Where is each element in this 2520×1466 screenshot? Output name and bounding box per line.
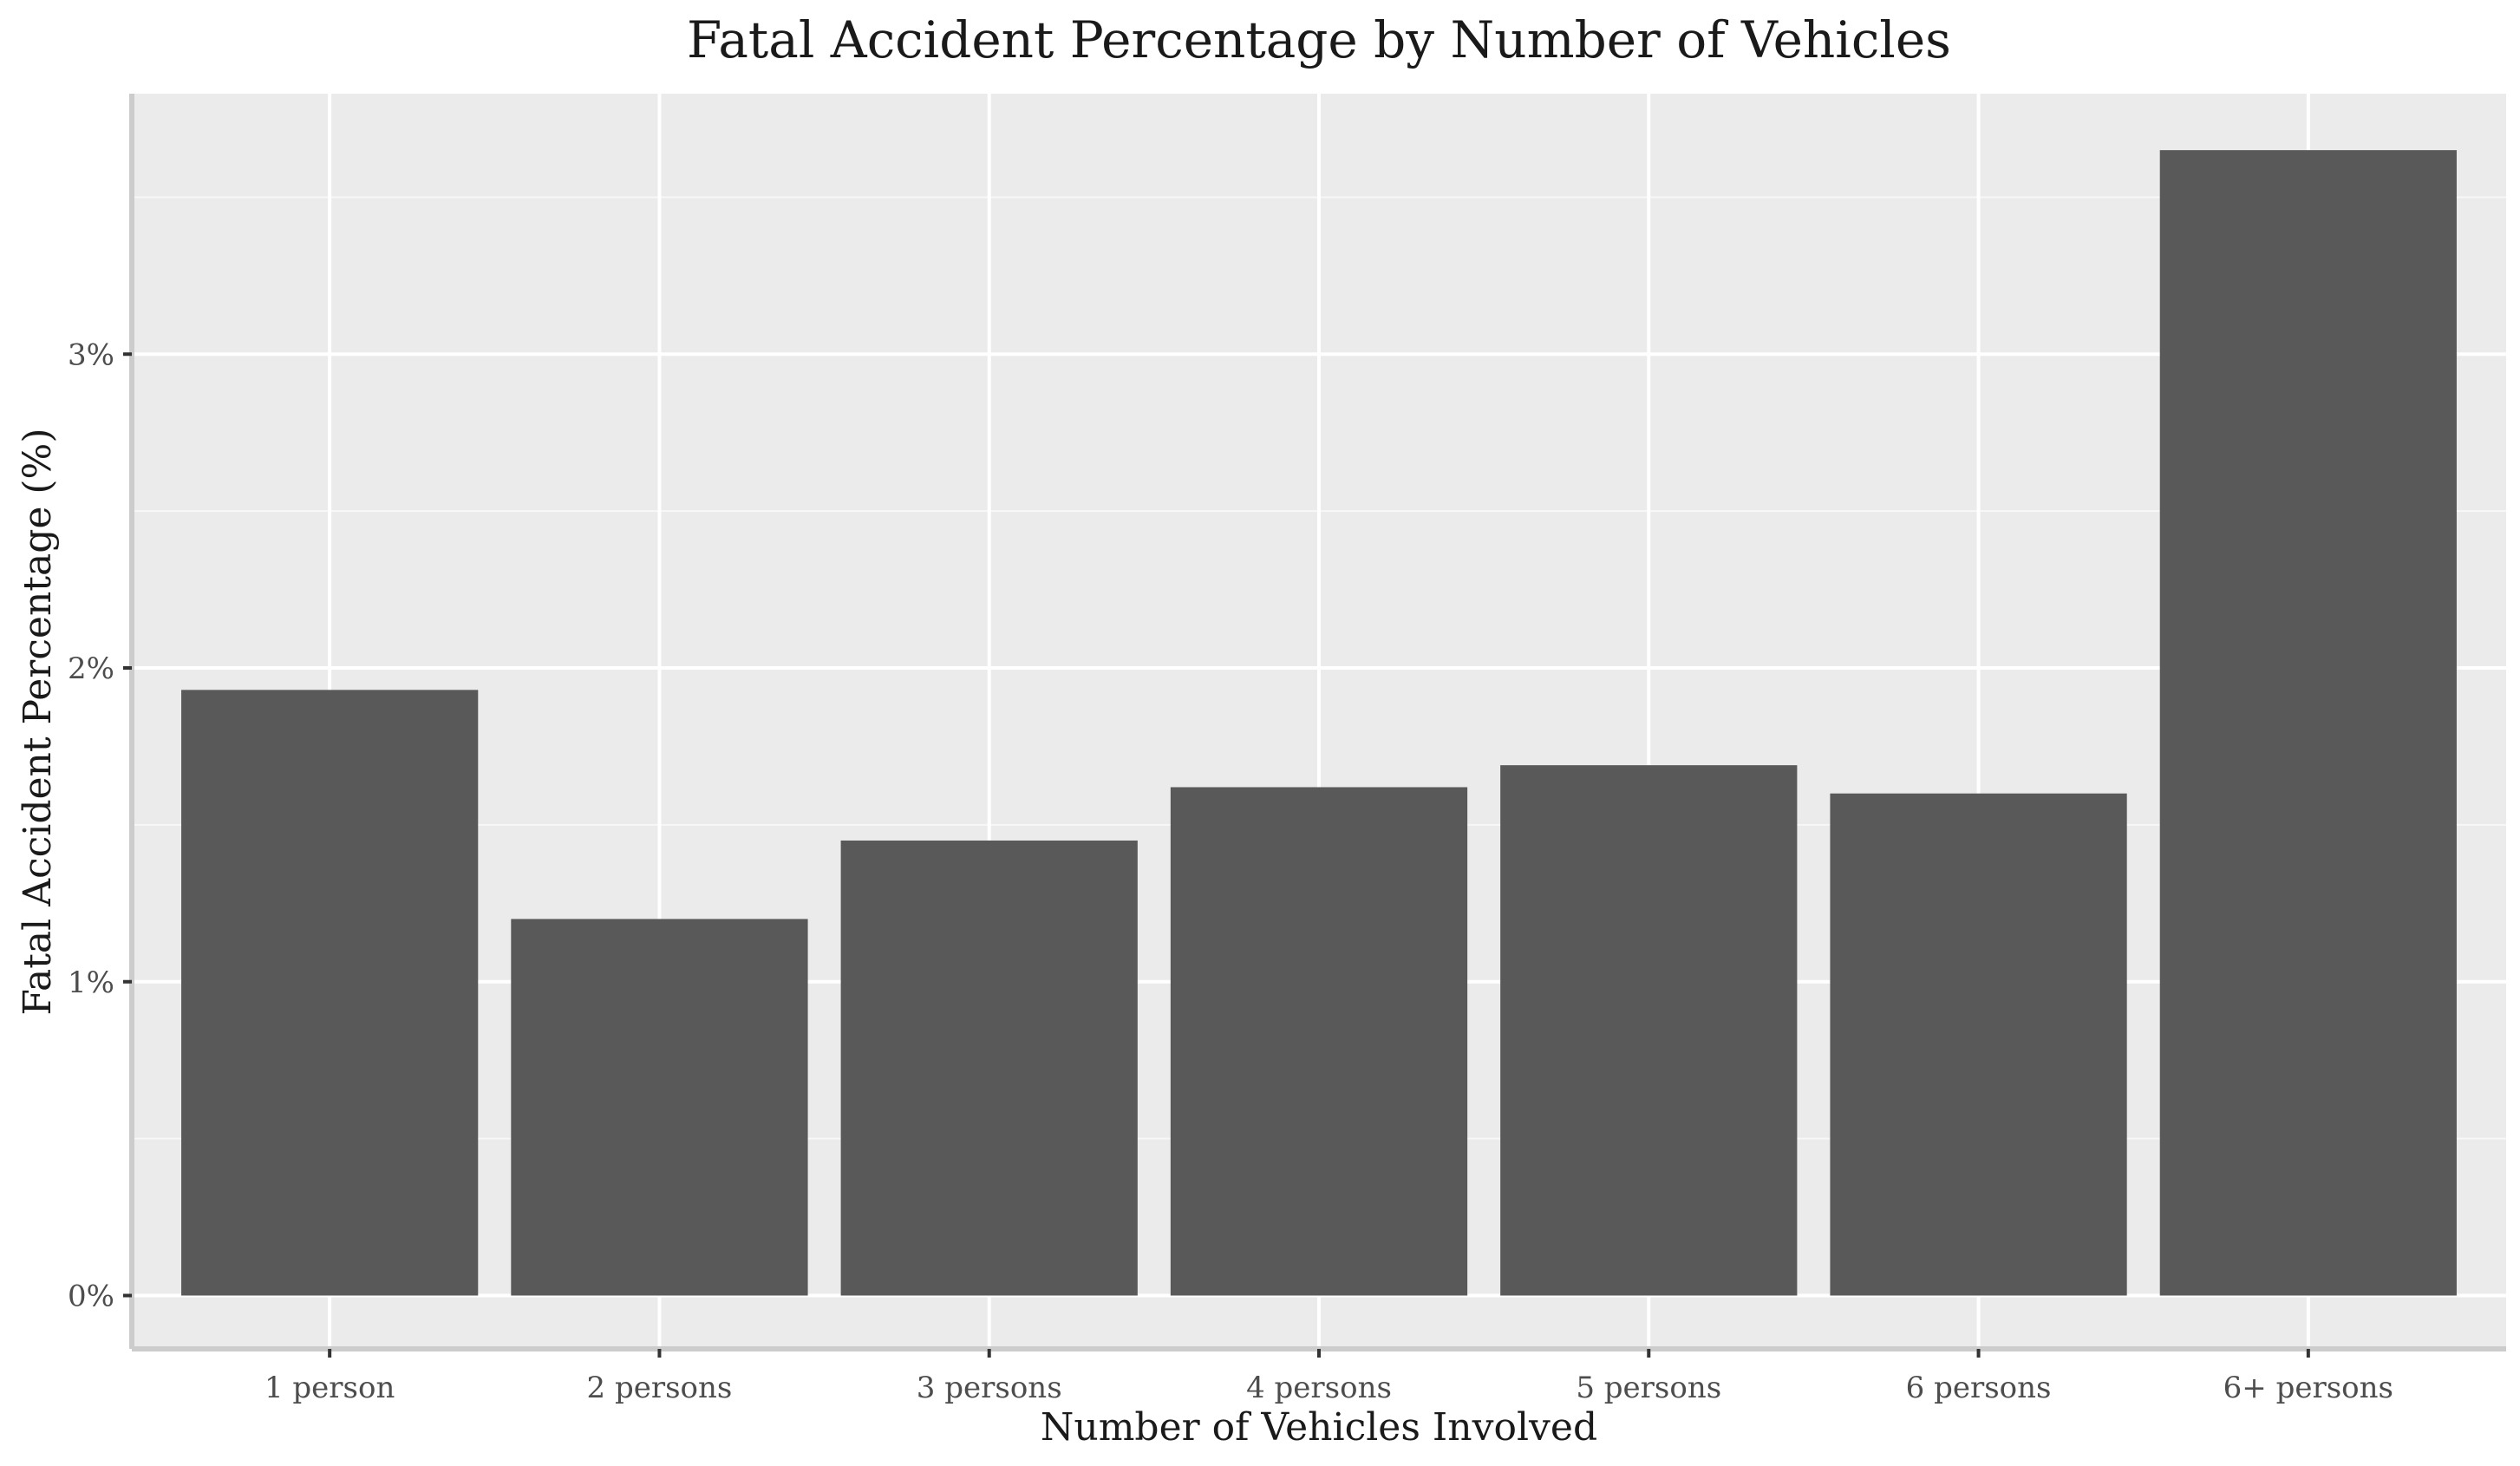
tick-labels: 0% 1% 2% 3% 1 person 2 persons 3 persons 4 pers… [68, 337, 2393, 1405]
x-tick-label: 3 persons [917, 1371, 1062, 1405]
bar-3-persons [840, 840, 1138, 1296]
y-tick-label: 2% [68, 651, 114, 686]
bar-6-persons [1830, 793, 2127, 1296]
x-tick-label: 1 person [264, 1371, 395, 1405]
x-axis-title: Number of Vehicles Involved [1041, 1405, 1597, 1450]
x-tick-label: 6 persons [1906, 1371, 2052, 1405]
bar-1-person [181, 690, 479, 1296]
y-tick-label: 0% [68, 1279, 114, 1314]
axes [123, 94, 2506, 1358]
y-tick-label: 1% [68, 965, 114, 1000]
bar-4-persons [1170, 787, 1468, 1296]
y-tick-label: 3% [68, 337, 114, 372]
x-tick-label: 4 persons [1246, 1371, 1392, 1405]
chart-title: Fatal Accident Percentage by Number of V… [687, 10, 1951, 69]
bar-5-persons [1500, 765, 1798, 1296]
bar-2-persons [511, 919, 808, 1296]
x-tick-label: 2 persons [587, 1371, 733, 1405]
x-tick-label: 6+ persons [2223, 1371, 2393, 1405]
bars [181, 150, 2457, 1296]
x-tick-label: 5 persons [1576, 1371, 1721, 1405]
bar-6-persons [2159, 150, 2457, 1296]
y-axis-title: Fatal Accident Percentage (%) [16, 428, 60, 1015]
